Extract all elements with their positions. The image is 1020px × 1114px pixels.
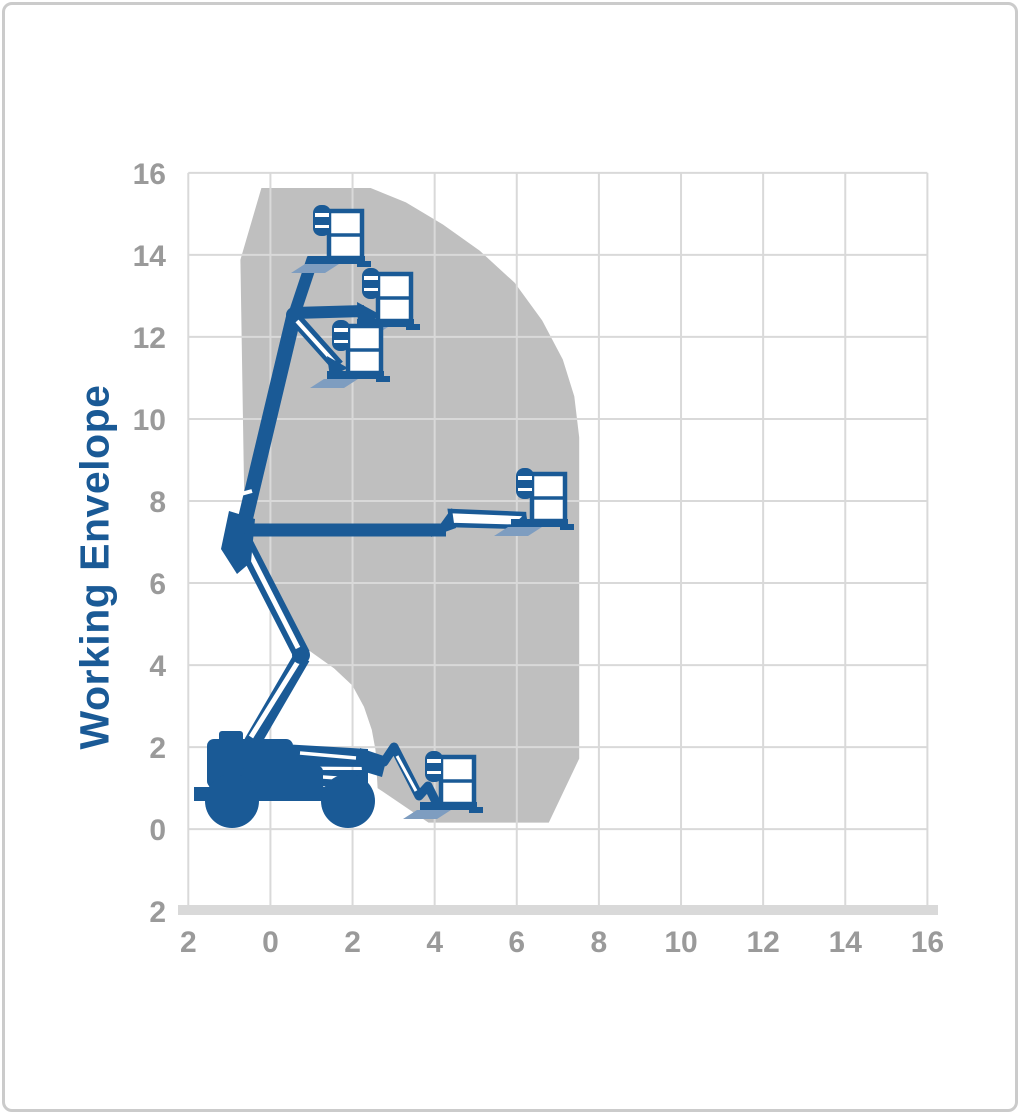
x-tick-label: 2: [344, 926, 361, 959]
y-tick-label: 8: [149, 486, 166, 519]
axis-tick-labels: 2 0 2 4 6 8 10 12 14 16 16 14 12 10 8 6 4 2 0 2: [133, 158, 944, 959]
x-tick-label: 10: [664, 926, 697, 959]
chart-title: Working Envelope: [71, 384, 118, 750]
x-tick-label: 12: [746, 926, 779, 959]
x-tick-label: 0: [262, 926, 279, 959]
x-tick-label: 2: [180, 926, 197, 959]
y-tick-label: 6: [149, 568, 166, 601]
rear-wheel-icon: [205, 774, 259, 828]
y-tick-label: 0: [149, 814, 166, 847]
x-tick-label: 8: [591, 926, 608, 959]
jib-mid-position: [293, 305, 365, 319]
x-tick-label: 4: [426, 926, 443, 959]
y-tick-label: 12: [133, 322, 166, 355]
x-tick-label: 6: [508, 926, 525, 959]
front-wheel-icon: [321, 774, 375, 828]
x-tick-label: 14: [829, 926, 863, 959]
main-boom-raised: [234, 313, 302, 535]
jib-stowed-position: [379, 742, 444, 813]
chassis-body: [243, 766, 323, 800]
x-axis-line: [178, 905, 938, 915]
y-tick-label: 2: [149, 732, 166, 765]
y-tick-label: 4: [149, 650, 166, 683]
y-tick-label: 2: [149, 896, 166, 929]
boom-lift-silhouette: [194, 205, 574, 828]
y-tick-label: 16: [133, 158, 166, 191]
y-tick-label: 14: [133, 240, 167, 273]
y-tick-label: 10: [133, 404, 166, 437]
x-axis-band: [178, 905, 938, 915]
x-tick-label: 16: [911, 926, 944, 959]
